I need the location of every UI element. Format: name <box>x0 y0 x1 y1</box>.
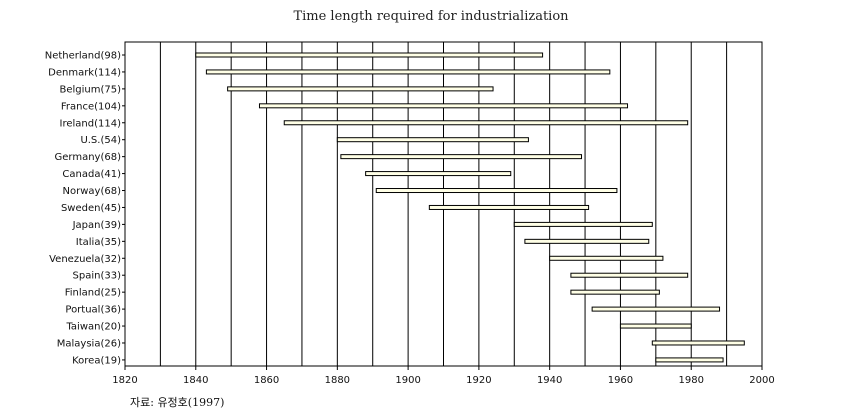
category-label: Ireland(114) <box>60 118 122 129</box>
category-label: Spain(33) <box>73 271 122 282</box>
category-labels: Netherland(98) Denmark(114) Belgium(75) Fra… <box>45 51 125 366</box>
x-tick-label: 1820 <box>112 375 137 386</box>
range-bar <box>513 221 653 227</box>
range-bar <box>340 154 583 160</box>
range-bar <box>549 255 664 261</box>
category-label: Italia(35) <box>76 237 121 248</box>
x-tick-label: 1920 <box>466 375 491 386</box>
category-label: Sweden(45) <box>61 203 121 214</box>
x-tick-label: 1840 <box>183 375 208 386</box>
range-bar <box>619 323 692 329</box>
category-label: Belgium(75) <box>59 84 121 95</box>
category-label: Germany(68) <box>55 152 122 163</box>
range-bar <box>651 340 745 346</box>
range-bar <box>655 357 724 363</box>
category-label: Venezuela(32) <box>49 254 121 265</box>
x-tick-label: 1940 <box>537 375 562 386</box>
range-bar <box>428 204 590 210</box>
range-bar <box>283 120 689 126</box>
category-label: Netherland(98) <box>45 51 121 62</box>
range-bar <box>195 52 544 58</box>
range-bar <box>375 188 618 194</box>
x-axis: 1820 1840 1860 1880 1900 1920 1940 1960 1980 2000 <box>112 366 775 386</box>
gridlines <box>124 41 763 367</box>
category-label: Portual(36) <box>65 305 121 316</box>
bars <box>195 52 745 363</box>
x-tick-label: 1900 <box>395 375 420 386</box>
range-bar <box>570 272 689 278</box>
x-tick-label: 1880 <box>325 375 350 386</box>
category-label: Finland(25) <box>65 288 121 299</box>
category-label: Korea(19) <box>72 355 121 366</box>
range-bar <box>365 171 512 177</box>
range-bar <box>524 238 650 244</box>
x-tick-label: 1960 <box>608 375 633 386</box>
source-note: 자료: 유정호(1997) <box>130 396 224 409</box>
category-label: Norway(68) <box>63 186 122 197</box>
range-bar <box>591 306 721 312</box>
x-tick-label: 2000 <box>749 375 774 386</box>
range-bar <box>227 86 494 92</box>
range-bar <box>570 289 660 295</box>
category-label: Japan(39) <box>72 220 122 231</box>
range-bar <box>205 69 611 75</box>
category-label: Canada(41) <box>62 169 121 180</box>
category-label: France(104) <box>61 101 121 112</box>
range-bar <box>258 103 629 109</box>
category-label: Malaysia(26) <box>57 338 121 349</box>
category-label: Denmark(114) <box>48 67 121 78</box>
chart-title: Time length required for industrializati… <box>293 9 569 24</box>
x-tick-label: 1860 <box>254 375 279 386</box>
category-label: Taiwan(20) <box>65 322 121 333</box>
category-label: U.S.(54) <box>80 135 121 146</box>
x-tick-label: 1980 <box>678 375 703 386</box>
range-bar <box>336 137 529 143</box>
